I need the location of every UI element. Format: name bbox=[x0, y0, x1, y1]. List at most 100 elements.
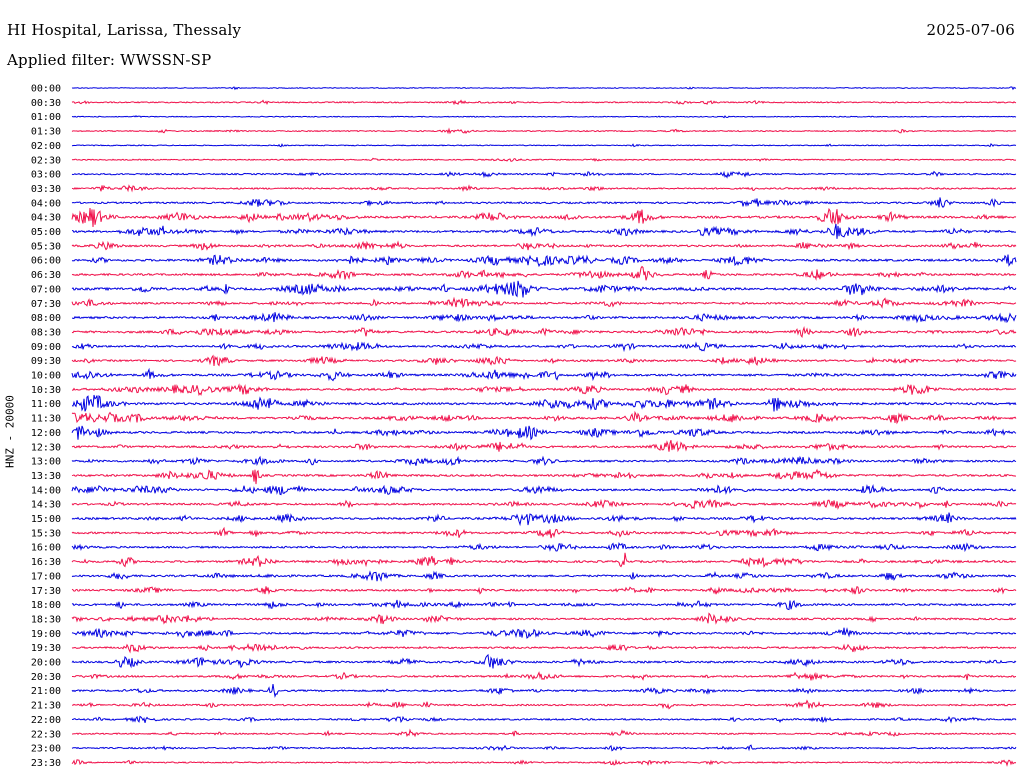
trace-0430 bbox=[71, 207, 1017, 227]
seismic-traces bbox=[71, 86, 1017, 767]
time-label-2300: 23:00 bbox=[31, 744, 61, 755]
trace-1300 bbox=[71, 455, 1017, 467]
trace-0030 bbox=[71, 99, 1017, 106]
time-label-2100: 21:00 bbox=[31, 686, 61, 697]
record-date: 2025-07-06 bbox=[926, 21, 1015, 39]
time-label-1130: 11:30 bbox=[31, 414, 61, 425]
time-label-0200: 02:00 bbox=[31, 141, 61, 152]
time-label-1300: 13:00 bbox=[31, 457, 61, 468]
trace-0830 bbox=[71, 326, 1017, 338]
time-label-1830: 18:30 bbox=[31, 614, 61, 625]
trace-1930 bbox=[71, 643, 1017, 654]
trace-0800 bbox=[71, 312, 1017, 324]
trace-0530 bbox=[71, 240, 1017, 251]
trace-1200 bbox=[71, 425, 1017, 441]
trace-0100 bbox=[71, 115, 1017, 119]
trace-2130 bbox=[71, 699, 1017, 710]
time-label-1200: 12:00 bbox=[31, 428, 61, 439]
trace-0700 bbox=[71, 280, 1017, 298]
trace-2030 bbox=[71, 671, 1017, 681]
time-label-0430: 04:30 bbox=[31, 213, 61, 224]
trace-1130 bbox=[71, 410, 1017, 425]
trace-0630 bbox=[71, 265, 1017, 281]
time-label-1400: 14:00 bbox=[31, 485, 61, 496]
trace-1830 bbox=[71, 612, 1017, 625]
time-label-1800: 18:00 bbox=[31, 600, 61, 611]
trace-1500 bbox=[71, 512, 1017, 527]
time-label-1700: 17:00 bbox=[31, 571, 61, 582]
trace-0900 bbox=[71, 341, 1017, 353]
trace-0200 bbox=[71, 142, 1017, 148]
trace-2330 bbox=[71, 758, 1017, 767]
time-label-0530: 05:30 bbox=[31, 241, 61, 252]
time-label-0630: 06:30 bbox=[31, 270, 61, 281]
trace-2200 bbox=[71, 715, 1017, 724]
time-label-0230: 02:30 bbox=[31, 155, 61, 166]
station-title: HI Hospital, Larissa, Thessaly bbox=[7, 21, 242, 39]
trace-0130 bbox=[71, 127, 1017, 135]
time-label-1030: 10:30 bbox=[31, 385, 61, 396]
time-label-1100: 11:00 bbox=[31, 399, 61, 410]
trace-2230 bbox=[71, 728, 1017, 738]
time-label-1600: 16:00 bbox=[31, 543, 61, 554]
trace-1330 bbox=[71, 468, 1017, 485]
time-label-1630: 16:30 bbox=[31, 557, 61, 568]
time-label-2030: 20:30 bbox=[31, 672, 61, 683]
trace-1900 bbox=[71, 627, 1017, 639]
time-label-2230: 22:30 bbox=[31, 729, 61, 740]
trace-0930 bbox=[71, 354, 1017, 367]
time-label-0330: 03:30 bbox=[31, 184, 61, 195]
time-label-2000: 20:00 bbox=[31, 658, 61, 669]
time-label-0300: 03:00 bbox=[31, 170, 61, 181]
time-label-1500: 15:00 bbox=[31, 514, 61, 525]
trace-1430 bbox=[71, 498, 1017, 510]
trace-0500 bbox=[71, 223, 1017, 239]
time-label-1930: 19:30 bbox=[31, 643, 61, 654]
time-label-0900: 09:00 bbox=[31, 342, 61, 353]
time-label-0400: 04:00 bbox=[31, 198, 61, 209]
time-label-1430: 14:30 bbox=[31, 500, 61, 511]
time-labels: 00:00 00:30 01:00 01:30 02:00 02:30 03:00 03:30… bbox=[31, 84, 61, 769]
trace-2000 bbox=[71, 653, 1017, 669]
time-label-1530: 15:30 bbox=[31, 528, 61, 539]
trace-1030 bbox=[71, 383, 1017, 396]
time-label-0000: 00:00 bbox=[31, 84, 61, 95]
time-label-0100: 01:00 bbox=[31, 112, 61, 123]
time-label-1900: 19:00 bbox=[31, 629, 61, 640]
trace-1700 bbox=[71, 570, 1017, 582]
time-label-1330: 13:30 bbox=[31, 471, 61, 482]
trace-1730 bbox=[71, 586, 1017, 595]
trace-1630 bbox=[71, 552, 1017, 569]
trace-2300 bbox=[71, 744, 1017, 752]
trace-0600 bbox=[71, 254, 1017, 268]
trace-0230 bbox=[71, 157, 1017, 162]
trace-1100 bbox=[71, 394, 1017, 412]
time-label-0930: 09:30 bbox=[31, 356, 61, 367]
trace-1400 bbox=[71, 484, 1017, 496]
trace-1230 bbox=[71, 440, 1017, 453]
trace-0300 bbox=[71, 170, 1017, 179]
time-label-0730: 07:30 bbox=[31, 299, 61, 310]
time-label-2200: 22:00 bbox=[31, 715, 61, 726]
time-label-0500: 05:00 bbox=[31, 227, 61, 238]
time-label-1000: 10:00 bbox=[31, 371, 61, 382]
time-label-1230: 12:30 bbox=[31, 442, 61, 453]
time-label-0600: 06:00 bbox=[31, 256, 61, 267]
trace-0330 bbox=[71, 184, 1017, 193]
time-label-2330: 23:30 bbox=[31, 758, 61, 769]
time-label-2130: 21:30 bbox=[31, 701, 61, 712]
time-label-0800: 08:00 bbox=[31, 313, 61, 324]
time-label-0130: 01:30 bbox=[31, 127, 61, 138]
time-label-1730: 17:30 bbox=[31, 586, 61, 597]
time-label-0700: 07:00 bbox=[31, 284, 61, 295]
trace-0000 bbox=[71, 86, 1017, 91]
trace-1600 bbox=[71, 541, 1017, 553]
trace-0400 bbox=[71, 197, 1017, 208]
filter-label: Applied filter: WWSSN-SP bbox=[7, 51, 212, 69]
trace-0730 bbox=[71, 296, 1017, 309]
trace-1800 bbox=[71, 599, 1017, 611]
trace-2100 bbox=[71, 683, 1017, 698]
trace-1000 bbox=[71, 367, 1017, 382]
time-label-0030: 00:30 bbox=[31, 98, 61, 109]
